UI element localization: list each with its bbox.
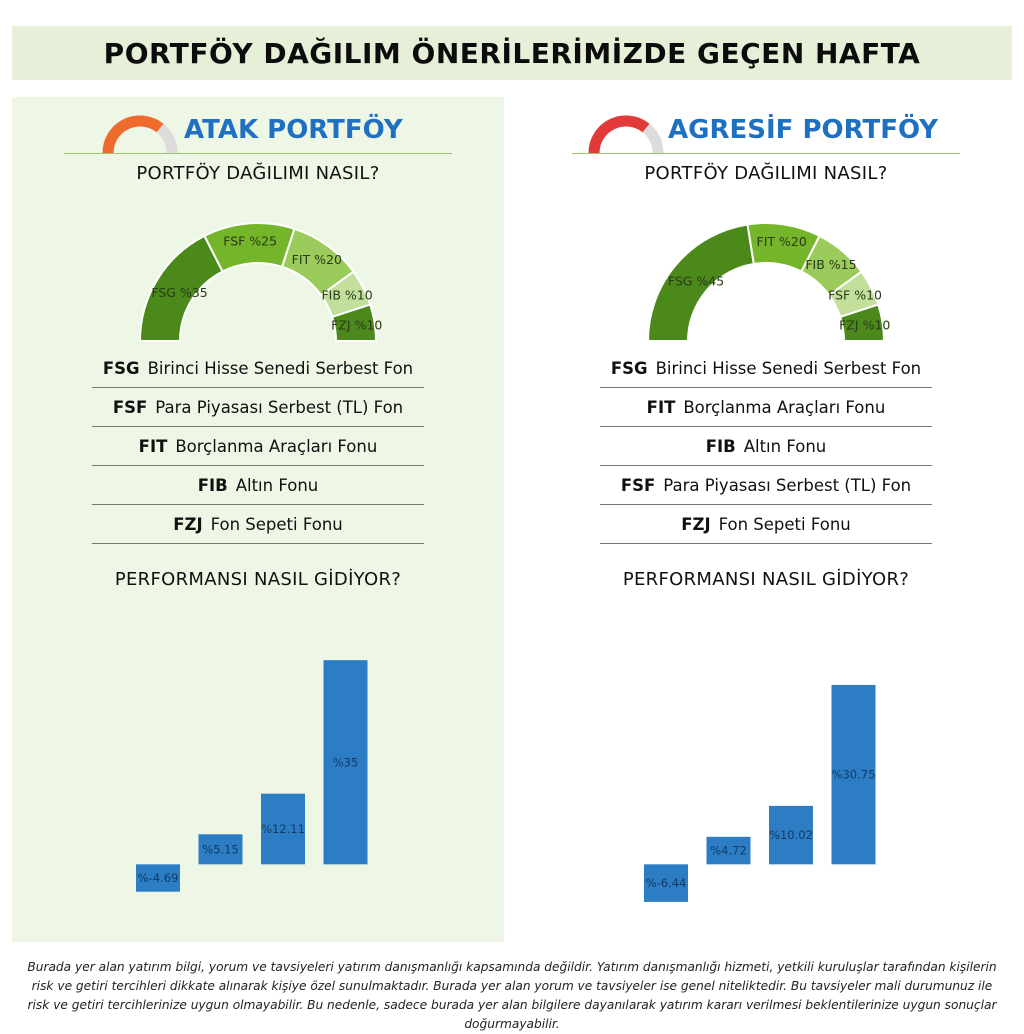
fund-code: FIB [705, 436, 736, 456]
bar-value-label: %-4.69 [138, 871, 179, 885]
legal-disclaimer: Burada yer alan yatırım bilgi, yorum ve … [27, 960, 997, 1031]
performance-heading: PERFORMANSI NASIL GİDİYOR? [622, 569, 910, 590]
title-divider [64, 153, 452, 154]
legend-row: FIB Altın Fonu [92, 466, 424, 505]
donut-segment-label: FZJ %10 [331, 317, 382, 332]
donut-segment-label: FSG %45 [668, 273, 724, 288]
bar-value-label: %12.11 [261, 822, 305, 836]
allocation-donut-chart: FSG %35 FSF %25 FIT %20 FIB %10 FZJ %10 [138, 222, 382, 342]
performance-heading: PERFORMANSI NASIL GİDİYOR? [114, 569, 402, 590]
portfolio-title: ATAK PORTFÖY [184, 115, 403, 145]
bar-value-label: %35 [333, 755, 359, 769]
fund-name: Borçlanma Araçları Fonu [683, 397, 886, 417]
fund-name: Para Piyasası Serbest (TL) Fon [663, 475, 912, 495]
fund-code: FSG [610, 358, 648, 378]
performance-bar-chart: %-6.441 Ay%4.723 Ay%10.026 Ay%30.751 Yıl [644, 684, 876, 902]
performance-bar [261, 793, 305, 865]
fund-name: Birinci Hisse Senedi Serbest Fon [655, 358, 922, 378]
donut-segment-label: FIT %20 [757, 234, 807, 249]
legend-row: FIT Borçlanma Araçları Fonu [600, 388, 932, 427]
page-title: PORTFÖY DAĞILIM ÖNERİLERİMİZDE GEÇEN HAF… [103, 36, 921, 70]
legend-row: FIB Altın Fonu [600, 427, 932, 466]
allocation-heading: PORTFÖY DAĞILIMI NASIL? [136, 163, 380, 184]
fund-name: Altın Fonu [743, 436, 827, 456]
performance-bar [644, 864, 688, 902]
gauge-logo-icon [588, 115, 664, 154]
donut-segment-label: FSF %10 [828, 288, 882, 303]
performance-bar [706, 836, 751, 865]
fund-name: Borçlanma Araçları Fonu [175, 436, 378, 456]
donut-segment [330, 303, 378, 342]
fund-code: FIT [138, 436, 168, 456]
bar-value-label: %-6.44 [646, 876, 687, 890]
legend-row: FSF Para Piyasası Serbest (TL) Fon [600, 466, 932, 505]
fund-legend: FSG Birinci Hisse Senedi Serbest Fon FSF P… [92, 349, 424, 544]
performance-bar [831, 684, 876, 865]
fund-code: FSF [112, 397, 148, 417]
fund-name: Birinci Hisse Senedi Serbest Fon [147, 358, 414, 378]
donut-segment-label: FIB %15 [805, 257, 856, 272]
fund-code: FSF [620, 475, 656, 495]
portfolio-title-row: AGRESİF PORTFÖY [520, 111, 1012, 155]
performance-bar [198, 834, 243, 865]
performance-bar [323, 660, 368, 865]
fund-name: Altın Fonu [235, 475, 319, 495]
legend-row: FZJ Fon Sepeti Fonu [92, 505, 424, 544]
legend-row: FZJ Fon Sepeti Fonu [600, 505, 932, 544]
legend-row: FSF Para Piyasası Serbest (TL) Fon [92, 388, 424, 427]
allocation-donut-chart: FSG %45 FIT %20 FIB %15 FSF %10 FZJ %10 [646, 222, 890, 342]
fund-name: Para Piyasası Serbest (TL) Fon [155, 397, 404, 417]
agresif-portfolio-panel: AGRESİF PORTFÖY PORTFÖY DAĞILIMI NASIL? … [520, 97, 1012, 942]
header-bar: PORTFÖY DAĞILIM ÖNERİLERİMİZDE GEÇEN HAF… [12, 26, 1012, 80]
legend-row: FSG Birinci Hisse Senedi Serbest Fon [92, 349, 424, 388]
donut-segment [838, 303, 886, 342]
fund-code: FSG [102, 358, 140, 378]
bar-value-label: %4.72 [710, 844, 747, 858]
donut-segment-label: FIB %10 [321, 288, 372, 303]
fund-code: FIT [646, 397, 676, 417]
performance-bar [769, 805, 813, 865]
portfolio-title-row: ATAK PORTFÖY [12, 111, 504, 155]
allocation-heading: PORTFÖY DAĞILIMI NASIL? [644, 163, 888, 184]
gauge-logo-icon [102, 115, 178, 154]
fund-name: Fon Sepeti Fonu [210, 514, 343, 534]
donut-segment-label: FZJ %10 [839, 317, 890, 332]
legend-row: FIT Borçlanma Araçları Fonu [92, 427, 424, 466]
fund-legend: FSG Birinci Hisse Senedi Serbest Fon FIT B… [600, 349, 932, 544]
fund-code: FZJ [173, 514, 203, 534]
atak-portfolio-panel: ATAK PORTFÖY PORTFÖY DAĞILIMI NASIL? FSG… [12, 97, 504, 942]
performance-bar [136, 864, 180, 892]
bar-value-label: %30.75 [832, 768, 876, 782]
bar-value-label: %5.15 [202, 842, 239, 856]
bar-value-label: %10.02 [769, 828, 813, 842]
fund-code: FIB [197, 475, 228, 495]
fund-name: Fon Sepeti Fonu [718, 514, 851, 534]
title-divider [572, 153, 960, 154]
donut-segment-label: FIT %20 [292, 252, 342, 267]
performance-bar-chart: %-4.691 Ay%5.153 Ay%12.116 Ay%351 Yıl [136, 660, 368, 892]
fund-code: FZJ [681, 514, 711, 534]
legend-row: FSG Birinci Hisse Senedi Serbest Fon [600, 349, 932, 388]
donut-segment-label: FSG %35 [151, 285, 207, 300]
portfolio-title: AGRESİF PORTFÖY [668, 115, 938, 145]
donut-segment-label: FSF %25 [223, 233, 277, 248]
